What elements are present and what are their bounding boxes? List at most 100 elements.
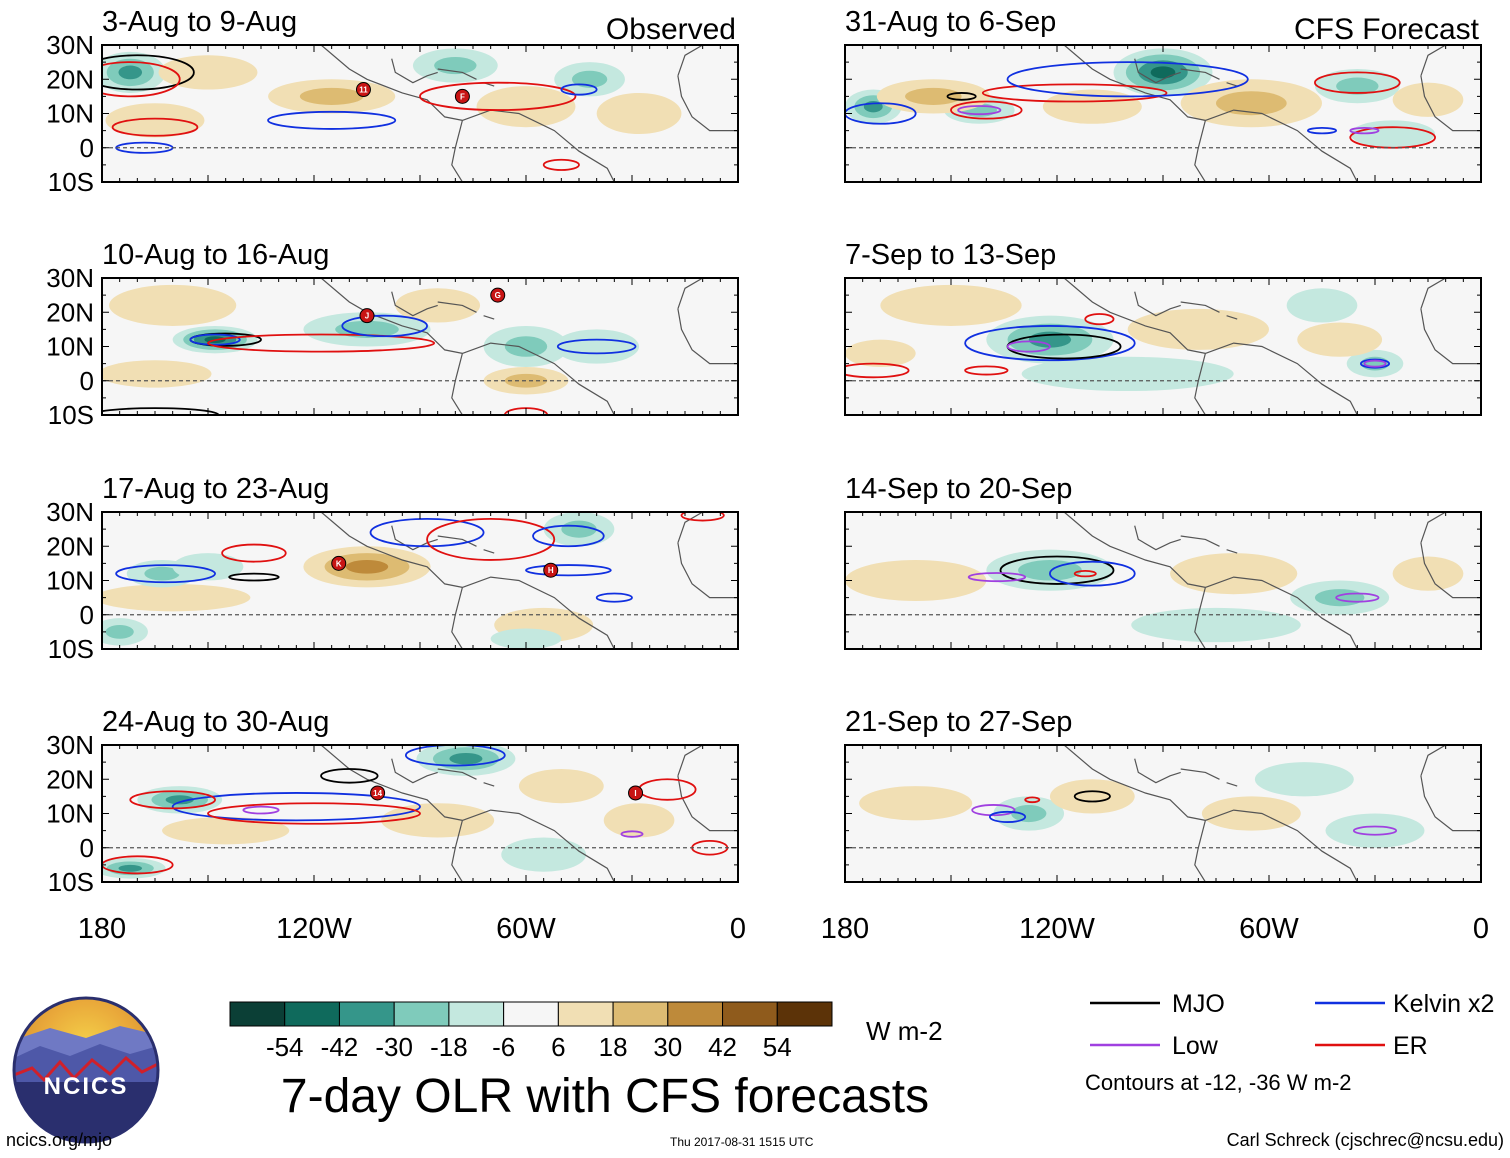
olr-anomaly bbox=[1254, 762, 1354, 797]
coastline bbox=[677, 775, 738, 832]
colorbar-label: 54 bbox=[763, 1032, 792, 1062]
olr-anomaly bbox=[1286, 288, 1358, 323]
olr-anomaly bbox=[102, 583, 251, 612]
storm-icon bbox=[370, 785, 386, 801]
storm-marker: F bbox=[454, 88, 470, 104]
olr-anomaly bbox=[162, 816, 290, 845]
coastline bbox=[1420, 278, 1447, 309]
colorbar-label: -42 bbox=[321, 1032, 359, 1062]
olr-anomaly bbox=[1042, 89, 1142, 124]
storm-icon bbox=[490, 287, 506, 303]
mjo-contour bbox=[946, 92, 977, 101]
er-contour bbox=[102, 855, 174, 875]
olr-anomaly bbox=[603, 803, 675, 838]
coastline bbox=[451, 353, 463, 415]
x-tick-label: 180 bbox=[78, 913, 126, 945]
x-tick-label: 180 bbox=[821, 913, 869, 945]
mjo-contour bbox=[999, 555, 1115, 585]
olr-anomaly bbox=[165, 795, 194, 805]
storm-icon bbox=[454, 88, 470, 104]
coastline bbox=[1420, 45, 1447, 76]
olr-anomaly bbox=[299, 87, 364, 105]
olr-anomaly bbox=[1314, 589, 1365, 607]
credit: Carl Schreck (cjschrec@ncsu.edu) bbox=[1226, 1130, 1504, 1150]
y-tick-label: 20N bbox=[46, 764, 94, 794]
coastline bbox=[677, 308, 738, 365]
y-tick-label: 10N bbox=[46, 566, 94, 596]
er-contour bbox=[426, 517, 556, 561]
coastline bbox=[320, 512, 463, 588]
colorbar-label: 42 bbox=[708, 1032, 737, 1062]
kelvin-contour bbox=[525, 564, 612, 577]
olr-anomaly bbox=[554, 329, 640, 364]
storm-label: K bbox=[336, 559, 342, 568]
coastline bbox=[677, 542, 738, 599]
storm-label: G bbox=[495, 291, 501, 300]
olr-anomaly bbox=[1049, 779, 1135, 814]
map-panel: 7-Sep to 13-Sep bbox=[844, 239, 1482, 416]
panel-tag: CFS Forecast bbox=[1294, 13, 1480, 46]
low-contour bbox=[957, 105, 1002, 116]
coastline bbox=[677, 278, 704, 309]
y-tick-label: 10N bbox=[46, 99, 94, 129]
x-tick-label: 120W bbox=[1019, 913, 1095, 945]
y-tick-label: 0 bbox=[80, 600, 94, 630]
y-tick-label: 10S bbox=[48, 867, 94, 897]
figure-title: 7-day OLR with CFS forecasts bbox=[281, 1070, 929, 1123]
kelvin-contour bbox=[341, 314, 428, 338]
olr-anomaly bbox=[1011, 804, 1047, 823]
x-axis-labels: 180 120W 60W 0 180 120W 60W 0 bbox=[78, 913, 1489, 945]
coastline bbox=[677, 512, 704, 543]
coastline bbox=[391, 525, 438, 551]
colorbar-bin bbox=[667, 1001, 724, 1027]
colorbar-bin bbox=[448, 1001, 505, 1027]
olr-anomaly bbox=[172, 553, 244, 581]
olr-anomaly bbox=[596, 92, 682, 135]
olr-anomaly bbox=[1392, 82, 1464, 117]
colorbar-bin bbox=[229, 1001, 286, 1027]
olr-anomaly bbox=[518, 768, 604, 804]
colorbar: -54 -42 -30 -18 -6 6 18 30 42 54 bbox=[229, 1001, 833, 1062]
coastline bbox=[320, 278, 463, 354]
x-tick-label: 60W bbox=[496, 913, 556, 945]
coastline bbox=[1180, 535, 1220, 547]
olr-anomaly bbox=[105, 625, 134, 639]
y-tick-label: 10N bbox=[46, 332, 94, 362]
y-tick-label: 30N bbox=[46, 497, 94, 527]
storm-label: F bbox=[460, 92, 465, 101]
panel-title: 24-Aug to 30-Aug bbox=[102, 706, 329, 738]
kelvin-contour bbox=[171, 792, 421, 822]
colorbar-bin bbox=[338, 1001, 395, 1027]
coastline bbox=[1420, 308, 1481, 365]
coastline bbox=[1134, 525, 1181, 551]
legend-label: Low bbox=[1172, 1032, 1219, 1060]
coastline bbox=[1226, 549, 1238, 554]
er-contour bbox=[111, 117, 199, 137]
storm-marker: 11 bbox=[355, 82, 371, 98]
y-tick-label: 10N bbox=[46, 799, 94, 829]
er-contour bbox=[207, 802, 421, 825]
kelvin-contour bbox=[595, 592, 633, 603]
olr-anomaly bbox=[845, 339, 916, 368]
er-contour bbox=[419, 81, 577, 111]
logo-signal-line bbox=[14, 1055, 158, 1083]
coastline bbox=[451, 587, 463, 649]
y-tick-label: 0 bbox=[80, 833, 94, 863]
coastline bbox=[1063, 45, 1206, 121]
low-contour bbox=[971, 804, 1016, 817]
olr-anomaly bbox=[880, 284, 1022, 326]
coastline bbox=[1063, 512, 1206, 588]
kelvin-contour bbox=[115, 564, 216, 584]
coastline bbox=[1194, 820, 1206, 882]
panel-title: 3-Aug to 9-Aug bbox=[102, 6, 297, 38]
x-tick-label: 120W bbox=[276, 913, 352, 945]
coastline bbox=[1226, 82, 1238, 87]
map-panel: J G 30N 20N 10N 0 10S 10-Aug to 16-Aug bbox=[46, 239, 739, 430]
site-url[interactable]: ncics.org/mjo bbox=[6, 1130, 113, 1150]
storm-icon bbox=[355, 82, 371, 98]
er-contour bbox=[964, 365, 1009, 376]
olr-anomaly bbox=[1392, 556, 1464, 591]
er-contour bbox=[981, 83, 1168, 103]
olr-anomaly bbox=[845, 559, 987, 602]
coastline bbox=[1420, 512, 1447, 543]
